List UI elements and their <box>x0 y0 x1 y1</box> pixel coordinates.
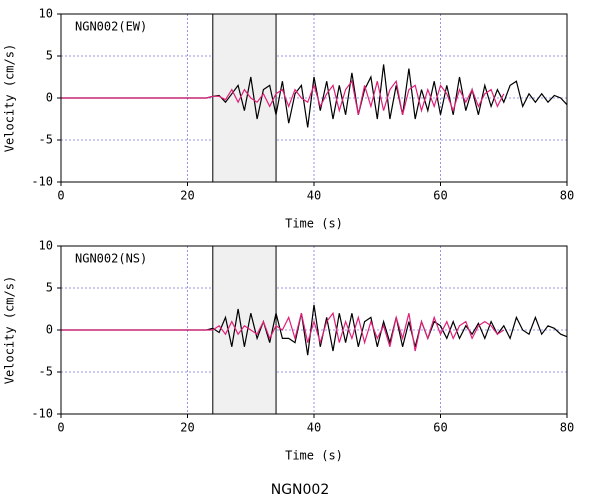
y-tick-label: -10 <box>31 407 53 421</box>
y-tick-label: -5 <box>39 133 53 147</box>
x-tick-label: 20 <box>180 189 194 203</box>
y-tick-label: -5 <box>39 365 53 379</box>
y-tick-label: -10 <box>31 175 53 189</box>
y-tick-label: 10 <box>39 7 53 21</box>
annotation: NGN002(NS) <box>75 252 147 266</box>
y-tick-label: 5 <box>46 49 53 63</box>
x-tick-label: 40 <box>307 189 321 203</box>
x-axis-label: Time (s) <box>285 449 343 463</box>
y-tick-label: 0 <box>46 91 53 105</box>
series-line <box>61 79 505 115</box>
y-axis-label: Velocity (cm/s) <box>3 44 17 152</box>
x-tick-label: 40 <box>307 421 321 435</box>
x-tick-label: 80 <box>560 421 574 435</box>
figure-title: NGN002 <box>271 482 330 498</box>
series-line <box>61 304 568 356</box>
annotation: NGN002(EW) <box>75 20 147 34</box>
series-line <box>61 64 568 128</box>
x-tick-label: 20 <box>180 421 194 435</box>
x-tick-label: 0 <box>57 189 64 203</box>
series-line <box>61 311 505 352</box>
y-tick-label: 10 <box>39 239 53 253</box>
y-tick-label: 0 <box>46 323 53 337</box>
y-axis-label: Velocity (cm/s) <box>3 276 17 384</box>
x-axis-label: Time (s) <box>285 217 343 231</box>
x-tick-label: 0 <box>57 421 64 435</box>
x-tick-label: 80 <box>560 189 574 203</box>
y-tick-label: 5 <box>46 281 53 295</box>
x-tick-label: 60 <box>433 421 447 435</box>
x-tick-label: 60 <box>433 189 447 203</box>
